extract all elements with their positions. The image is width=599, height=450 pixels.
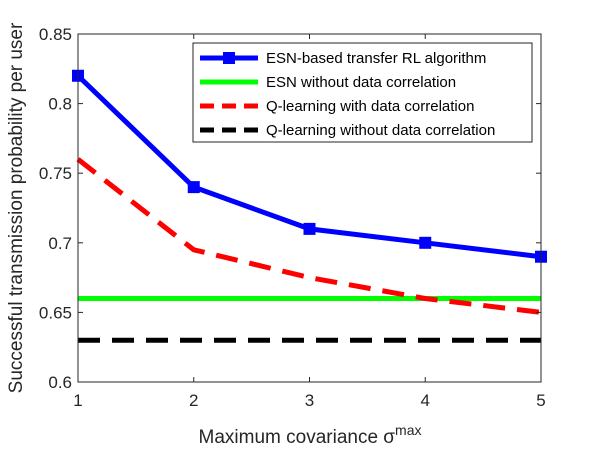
y-tick-label: 0.75: [39, 164, 72, 183]
x-tick-label: 3: [305, 391, 314, 410]
y-tick-label: 0.8: [48, 95, 72, 114]
y-tick-label: 0.6: [48, 373, 72, 392]
legend-label-4: Q-learning without data correlation: [266, 122, 495, 139]
legend: ESN-based transfer RL algorithm ESN witho…: [192, 42, 533, 143]
series-1-point: [303, 222, 316, 235]
x-tick-label: 2: [189, 391, 198, 410]
y-tick-label: 0.65: [39, 303, 72, 322]
series-1-point: [419, 236, 432, 249]
legend-marker-1: [223, 52, 235, 64]
x-axis-title: Maximum covariance σmax: [199, 422, 422, 448]
tick-layer: 1 2 3 4 5 0.6 0.65 0.7 0.75 0.8 0.85: [39, 25, 546, 410]
x-tick-label: 5: [536, 391, 545, 410]
legend-label-2: ESN without data correlation: [266, 74, 456, 91]
series-line-3: [76, 157, 542, 315]
series-layer: [72, 69, 547, 343]
legend-label-1: ESN-based transfer RL algorithm: [266, 50, 486, 67]
y-tick-label: 0.85: [39, 25, 72, 44]
x-tick-label: 1: [73, 391, 82, 410]
legend-label-3: Q-learning with data correlation: [266, 98, 474, 115]
y-axis-title: Successful transmission probability per …: [6, 22, 27, 393]
y-tick-label: 0.7: [48, 234, 72, 253]
x-tick-label: 4: [421, 391, 430, 410]
series-1-point: [187, 181, 200, 194]
